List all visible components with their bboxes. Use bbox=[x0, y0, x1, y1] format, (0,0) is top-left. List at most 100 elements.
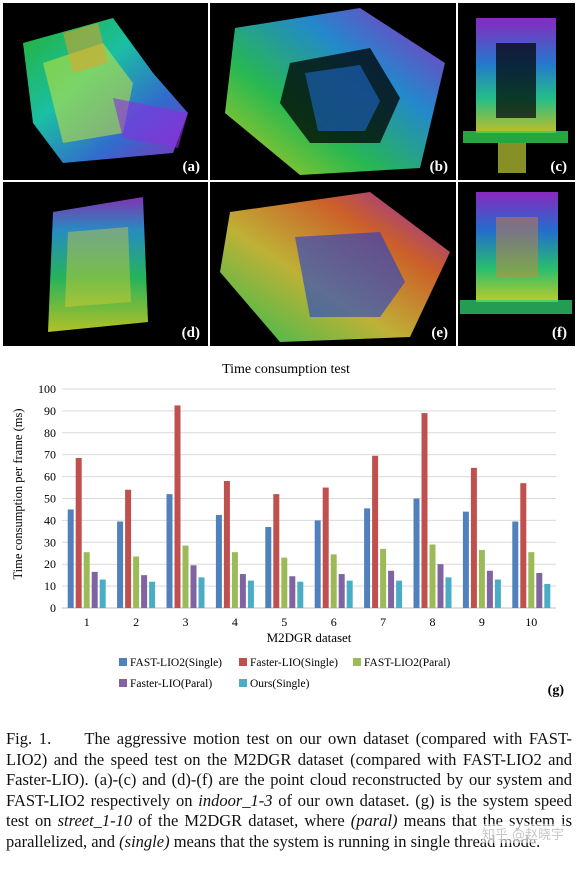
y-tick-label: 100 bbox=[38, 382, 56, 396]
bar bbox=[125, 489, 132, 608]
point-cloud-b-image bbox=[225, 8, 445, 175]
caption-term-paral: (paral) bbox=[350, 811, 398, 831]
panel-f-label: (f) bbox=[552, 325, 567, 341]
y-tick-label: 20 bbox=[44, 557, 56, 571]
bar bbox=[372, 455, 379, 608]
bar bbox=[330, 554, 337, 608]
x-axis-label: M2DGR dataset bbox=[267, 630, 352, 645]
bars bbox=[67, 405, 551, 608]
bar bbox=[437, 564, 444, 608]
bar bbox=[99, 579, 106, 608]
bar bbox=[528, 552, 535, 608]
panel-d: (d) bbox=[3, 182, 208, 346]
legend-label: FAST-LIO2(Single) bbox=[130, 657, 222, 669]
bar bbox=[190, 565, 197, 608]
x-tick-label: 8 bbox=[430, 615, 436, 629]
bar bbox=[141, 575, 148, 608]
bar bbox=[166, 494, 173, 608]
y-tick-label: 70 bbox=[44, 448, 56, 462]
bar bbox=[396, 580, 403, 608]
caption-term-single: (single) bbox=[119, 831, 170, 851]
legend-label: Ours(Single) bbox=[250, 678, 310, 690]
panel-e: (e) bbox=[210, 182, 456, 346]
bar bbox=[536, 572, 543, 608]
legend-label: FAST-LIO2(Paral) bbox=[364, 657, 450, 669]
bar bbox=[429, 544, 436, 608]
panel-d-label: (d) bbox=[181, 325, 200, 341]
bar bbox=[338, 574, 345, 608]
legend-swatch bbox=[353, 658, 361, 666]
bar bbox=[149, 581, 156, 608]
x-tick-label: 1 bbox=[84, 615, 90, 629]
point-cloud-c-image bbox=[463, 18, 568, 173]
bar bbox=[231, 552, 238, 608]
watermark: 知乎 @赵晓宇 bbox=[481, 824, 564, 843]
y-axis-label: Time consumption per frame (ms) bbox=[11, 408, 25, 579]
bar bbox=[421, 413, 428, 608]
x-tick-label: 2 bbox=[133, 615, 139, 629]
bar bbox=[470, 467, 477, 608]
legend-swatch bbox=[119, 658, 127, 666]
y-tick-label: 90 bbox=[44, 404, 56, 418]
bar bbox=[182, 545, 189, 608]
x-tick-label: 6 bbox=[331, 615, 337, 629]
bar bbox=[265, 526, 272, 608]
point-cloud-e-image bbox=[220, 192, 450, 342]
caption-dataset-street: street_1-10 bbox=[57, 811, 133, 831]
point-cloud-a-image bbox=[23, 18, 188, 163]
axes: 0 10 20 30 40 50 60 70 80 90 100 1 2 3 4 5 6 7 8 9 10 bbox=[38, 382, 556, 629]
figure-caption: Fig. 1. The aggressive motion test on ou… bbox=[6, 729, 572, 853]
bar bbox=[117, 521, 124, 608]
legend-label: Faster-LIO(Paral) bbox=[130, 678, 212, 690]
legend: FAST-LIO2(Single) Faster-LIO(Single) FAST-… bbox=[119, 657, 450, 690]
chart-panel-label: (g) bbox=[548, 683, 565, 698]
bar bbox=[494, 579, 501, 608]
bar-chart: Time consumption test 0 10 20 30 40 50 60 70 80 9… bbox=[11, 362, 565, 698]
x-tick-label: 4 bbox=[232, 615, 238, 629]
panel-a-label: (a) bbox=[182, 159, 201, 175]
x-tick-label: 10 bbox=[525, 615, 537, 629]
y-tick-label: 60 bbox=[44, 470, 56, 484]
bar bbox=[322, 487, 329, 608]
bar bbox=[462, 511, 469, 608]
bar bbox=[83, 552, 90, 608]
point-cloud-f-image bbox=[460, 192, 572, 314]
point-cloud-panels: (a) (b) bbox=[3, 3, 575, 346]
bar bbox=[413, 498, 420, 608]
chart-title: Time consumption test bbox=[222, 362, 350, 377]
caption-prefix: Fig. 1. bbox=[6, 729, 52, 748]
legend-swatch bbox=[239, 679, 247, 687]
bar bbox=[388, 570, 395, 608]
bar bbox=[346, 580, 353, 608]
y-tick-label: 30 bbox=[44, 535, 56, 549]
y-tick-label: 50 bbox=[44, 492, 56, 506]
bar bbox=[239, 574, 246, 608]
caption-text-5: means that the system is running in sing… bbox=[169, 831, 541, 851]
caption-text-4: means that the system is parallelized, a… bbox=[6, 811, 572, 851]
bar bbox=[91, 571, 98, 608]
bar bbox=[75, 457, 82, 608]
legend-swatch bbox=[119, 679, 127, 687]
bar bbox=[380, 548, 387, 608]
panel-b: (b) bbox=[210, 3, 456, 180]
point-cloud-d-image bbox=[48, 197, 148, 332]
bar bbox=[174, 405, 181, 608]
bar bbox=[297, 581, 304, 608]
panel-b-label: (b) bbox=[429, 159, 448, 175]
y-tick-label: 40 bbox=[44, 513, 56, 527]
caption-text-1: The aggressive motion test on our own da… bbox=[6, 729, 573, 810]
bar bbox=[133, 556, 140, 608]
bar bbox=[198, 577, 205, 608]
bar bbox=[445, 577, 452, 608]
bar bbox=[281, 557, 288, 608]
bar bbox=[273, 494, 280, 608]
panel-f: (f) bbox=[458, 182, 575, 346]
bar bbox=[520, 483, 527, 608]
panel-a: (a) bbox=[3, 3, 208, 180]
y-tick-label: 10 bbox=[44, 579, 56, 593]
caption-text-2: of our own dataset. (g) is the system sp… bbox=[6, 790, 572, 831]
legend-label: Faster-LIO(Single) bbox=[250, 657, 338, 669]
bar bbox=[364, 508, 371, 608]
x-tick-label: 5 bbox=[281, 615, 287, 629]
x-tick-label: 7 bbox=[380, 615, 386, 629]
